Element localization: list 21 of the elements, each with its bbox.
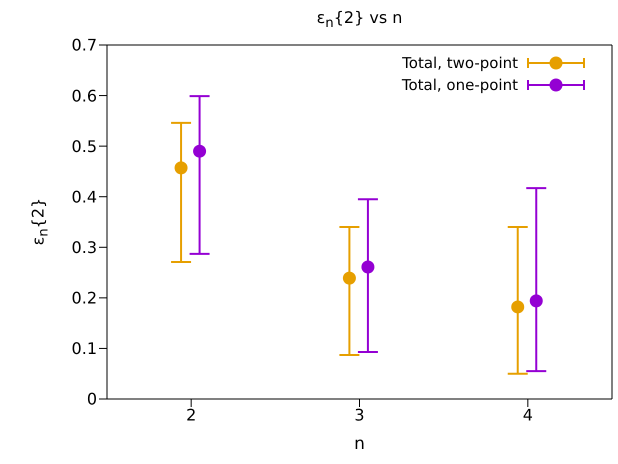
y-tick-label: 0.7	[72, 36, 97, 55]
point	[511, 300, 524, 314]
point	[174, 161, 188, 174]
y-tick-label: 0.3	[72, 238, 97, 257]
point	[361, 260, 374, 274]
y-tick-label: 0.6	[72, 86, 97, 106]
y-tick-label: 0.1	[72, 339, 97, 358]
y-tick-label: 0	[86, 390, 97, 409]
y-tick-label: 0.2	[72, 288, 97, 308]
x-tick-label: 4	[522, 405, 533, 424]
point	[530, 294, 543, 308]
y-tick-label: 0.4	[72, 187, 97, 206]
point	[193, 144, 206, 158]
legend-label: Total, two-point	[402, 54, 518, 72]
chart-title: ε$_{n}${2} vs n	[316, 8, 404, 32]
x-tick-label: 3	[354, 405, 365, 424]
x-tick-label: 2	[186, 405, 196, 424]
legend-label: Total, one-point	[402, 76, 518, 94]
x-axis-title: n	[353, 434, 366, 454]
y-tick-label: 0.5	[72, 136, 97, 156]
point	[342, 272, 356, 285]
